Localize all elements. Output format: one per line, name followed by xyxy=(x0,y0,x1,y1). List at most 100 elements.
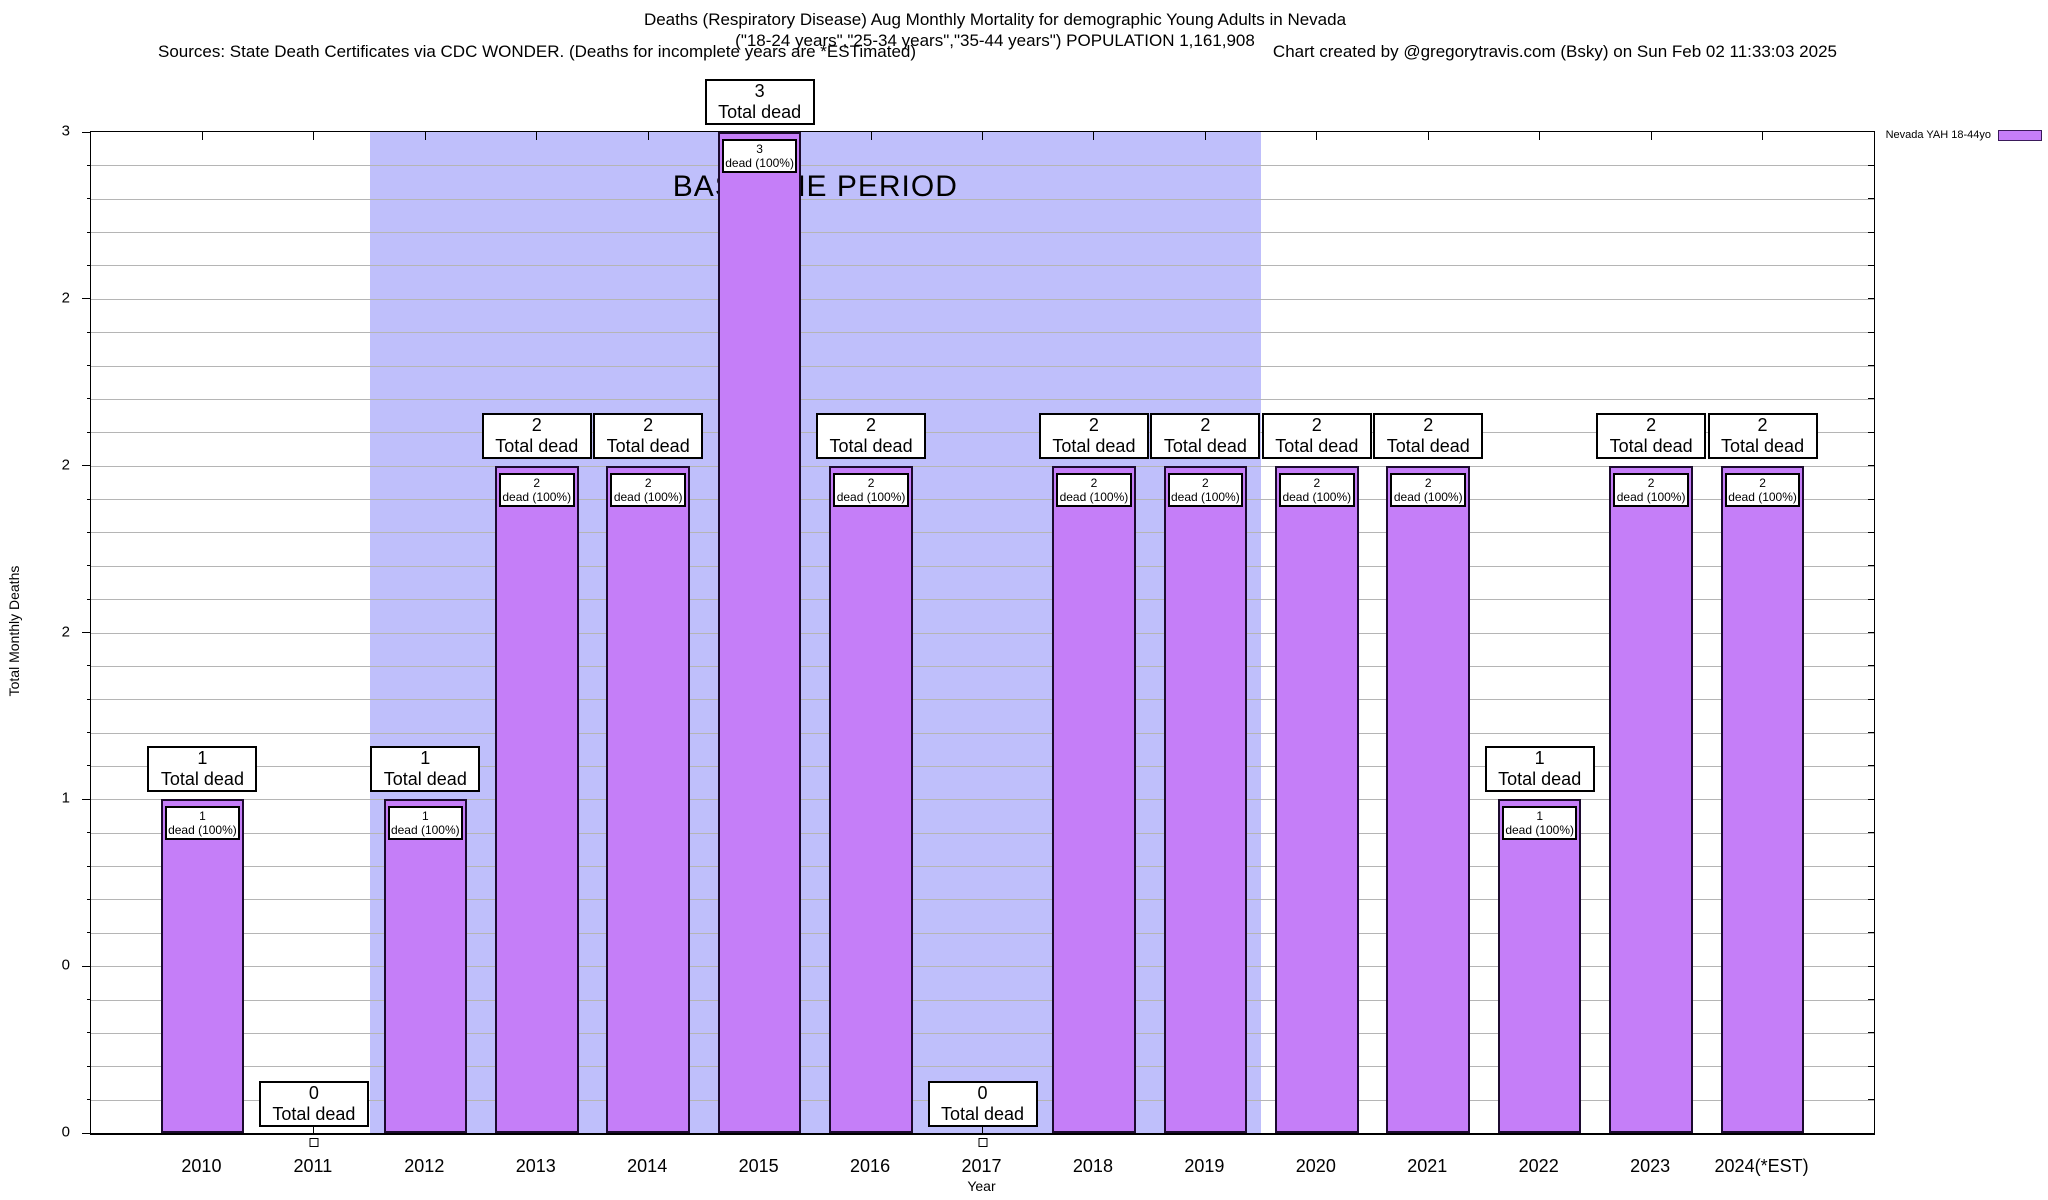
gridline xyxy=(91,699,1874,701)
total-dead-box-2018: 2 Total dead xyxy=(1038,412,1149,459)
bar-value-count: 2 xyxy=(1759,475,1766,490)
gridline xyxy=(91,465,1874,467)
bar-value-caption: dead (100%) xyxy=(168,823,237,838)
y-minor-tick xyxy=(87,732,91,734)
x-top-tick xyxy=(536,132,538,140)
y-right-tick xyxy=(1868,1099,1874,1101)
legend-label: Nevada YAH 18-44yo xyxy=(1885,129,1991,141)
y-right-tick xyxy=(1868,298,1874,300)
y-tick-label: 3 xyxy=(61,122,70,140)
total-dead-count: 2 xyxy=(531,414,542,435)
plot-area: BASELINE PERIOD 1 dead (100%) 1 Total dead 0 T… xyxy=(82,79,1875,1147)
total-dead-count: 2 xyxy=(1088,414,1099,435)
gridline xyxy=(91,198,1874,200)
gridline xyxy=(91,866,1874,868)
y-axis-labels: 3 2 2 2 1 0 0 xyxy=(0,123,84,1141)
y-right-tick xyxy=(1868,331,1874,333)
total-dead-caption: Total dead xyxy=(383,769,467,790)
bar-value-count: 1 xyxy=(421,809,429,824)
total-dead-count: 2 xyxy=(643,414,654,435)
total-dead-box-2011: 0 Total dead xyxy=(258,1081,369,1127)
bar-value-caption: dead (100%) xyxy=(1728,489,1797,504)
y-minor-tick xyxy=(87,498,91,500)
y-right-tick xyxy=(1868,365,1874,367)
gridline xyxy=(91,165,1874,167)
gridline xyxy=(91,932,1874,934)
y-minor-tick xyxy=(87,198,91,200)
bar-value-box-2018: 2 dead (100%) xyxy=(1056,472,1132,507)
gridline xyxy=(91,565,1874,567)
bar-value-caption: dead (100%) xyxy=(1059,489,1129,504)
total-dead-count: 0 xyxy=(977,1083,988,1103)
gridline xyxy=(91,398,1874,400)
y-right-tick xyxy=(1868,765,1874,767)
total-dead-box-2016: 2 Total dead xyxy=(816,412,927,459)
y-right-tick xyxy=(1868,632,1874,633)
y-tick-label: 0 xyxy=(61,956,70,974)
y-right-tick xyxy=(1868,665,1874,667)
y-major-tick xyxy=(82,298,91,300)
y-right-tick xyxy=(1868,798,1874,800)
chart-subtitle: ("18-24 years","25-34 years","35-44 year… xyxy=(735,31,1255,50)
x-top-tick xyxy=(982,132,983,140)
x-tick-label-2015: 2015 xyxy=(738,1156,779,1176)
sources-note: Sources: State Death Certificates via CD… xyxy=(158,42,917,61)
x-tick-label-2022: 2022 xyxy=(1518,1156,1559,1176)
legend-swatch xyxy=(1998,129,2042,141)
gridline xyxy=(91,799,1874,801)
bar-value-box-2016: 2 dead (100%) xyxy=(833,472,909,507)
y-major-tick xyxy=(82,632,91,633)
gridline xyxy=(91,298,1874,300)
x-top-tick xyxy=(1093,132,1095,140)
x-top-tick xyxy=(201,132,203,140)
total-dead-box-2022: 1 Total dead xyxy=(1484,746,1595,793)
credit-note: Chart created by @gregorytravis.com (Bsk… xyxy=(1272,42,1837,61)
bar-value-box-2022: 1 dead (100%) xyxy=(1501,806,1578,841)
bar-value-count: 1 xyxy=(1536,809,1544,824)
gridline xyxy=(91,232,1874,234)
y-right-tick xyxy=(1868,398,1874,400)
bar-2019: 2 dead (100%) xyxy=(1163,465,1248,1133)
x-top-tick xyxy=(313,132,315,140)
bar-value-count: 2 xyxy=(1313,475,1321,490)
total-dead-caption: Total dead xyxy=(1721,435,1805,456)
total-dead-count: 2 xyxy=(1757,414,1768,435)
y-tick-label: 2 xyxy=(61,456,70,474)
y-minor-tick xyxy=(87,765,91,767)
bar-2010: 1 dead (100%) xyxy=(160,799,245,1133)
total-dead-count: 1 xyxy=(420,748,431,769)
gridline xyxy=(91,599,1874,601)
gridline xyxy=(91,1032,1874,1034)
y-minor-tick xyxy=(87,531,91,533)
chart-header: Deaths (Respiratory Disease) Aug Monthly… xyxy=(0,9,1990,51)
x-top-tick xyxy=(870,132,872,140)
bar-value-caption: dead (100%) xyxy=(836,489,906,504)
x-tick-label-2013: 2013 xyxy=(515,1156,556,1176)
bar-2012: 1 dead (100%) xyxy=(383,799,468,1133)
y-tick-label: 2 xyxy=(61,289,70,307)
x-top-tick xyxy=(647,132,649,140)
y-minor-tick xyxy=(87,164,91,166)
y-right-tick xyxy=(1868,465,1874,467)
bar-value-box-2021: 2 dead (100%) xyxy=(1390,472,1467,507)
bar-value-count: 2 xyxy=(1424,475,1432,490)
gridline xyxy=(91,832,1874,834)
x-tick-label-2021: 2021 xyxy=(1407,1156,1448,1176)
x-top-tick xyxy=(1316,132,1318,140)
total-dead-caption: Total dead xyxy=(829,435,913,456)
x-top-tick xyxy=(1650,132,1652,140)
y-minor-tick xyxy=(87,865,91,867)
y-right-tick xyxy=(1868,231,1874,233)
y-major-tick xyxy=(82,131,91,133)
total-dead-box-2015: 3 Total dead xyxy=(704,79,815,125)
y-right-tick xyxy=(1868,498,1874,500)
y-right-tick xyxy=(1868,898,1874,900)
total-dead-box-2017: 0 Total dead xyxy=(927,1081,1038,1127)
total-dead-box-2020: 2 Total dead xyxy=(1261,412,1372,459)
gridline xyxy=(91,365,1874,367)
bar-2022: 1 dead (100%) xyxy=(1497,799,1582,1133)
y-minor-tick xyxy=(87,431,91,433)
gridline xyxy=(91,966,1874,968)
bar-value-count: 2 xyxy=(1647,475,1655,490)
